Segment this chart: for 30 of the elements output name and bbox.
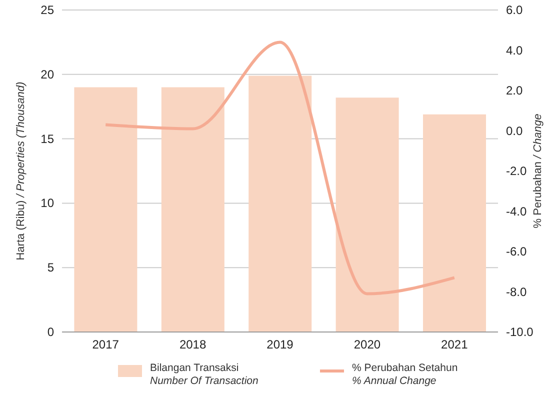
y2-tick-label: -2.0 (506, 164, 528, 178)
x-tick-label: 2017 (92, 338, 120, 352)
y2-tick-label: -6.0 (506, 244, 528, 258)
y2-tick-label: -4.0 (506, 204, 528, 218)
y-axis-title: Harta (Ribu) / Properties (Thousand) (15, 81, 27, 260)
y2-tick-label: 0.0 (506, 124, 524, 138)
y-tick-label: 20 (40, 67, 54, 82)
legend-label: Bilangan Transaksi Number Of Transaction (150, 362, 258, 388)
legend-label: % Perubahan Setahun % Annual Change (352, 362, 458, 388)
bar (248, 76, 312, 332)
y-tick-label: 15 (40, 132, 54, 146)
y2-tick-label: 4.0 (506, 43, 524, 58)
y2-tick-label: 2.0 (506, 84, 524, 98)
y-tick-label: 5 (47, 260, 54, 275)
bar (74, 87, 138, 332)
x-tick-label: 2020 (354, 338, 381, 352)
y-tick-label: 25 (40, 3, 54, 17)
bar (423, 114, 486, 332)
y2-tick-label: -10.0 (506, 325, 534, 339)
bar (161, 87, 224, 332)
y2-axis-title: % Perubahan / Change (532, 114, 544, 228)
y2-tick-label: 6.0 (506, 3, 524, 17)
bar (336, 98, 399, 332)
x-tick-label: 2021 (441, 338, 468, 352)
line-series (104, 40, 456, 296)
x-tick-label: 2019 (266, 338, 294, 352)
y2-tick-label: -8.0 (506, 284, 528, 299)
x-tick-label: 2018 (179, 338, 206, 352)
y-tick-label: 0 (47, 325, 54, 339)
y-tick-label: 10 (40, 196, 54, 210)
